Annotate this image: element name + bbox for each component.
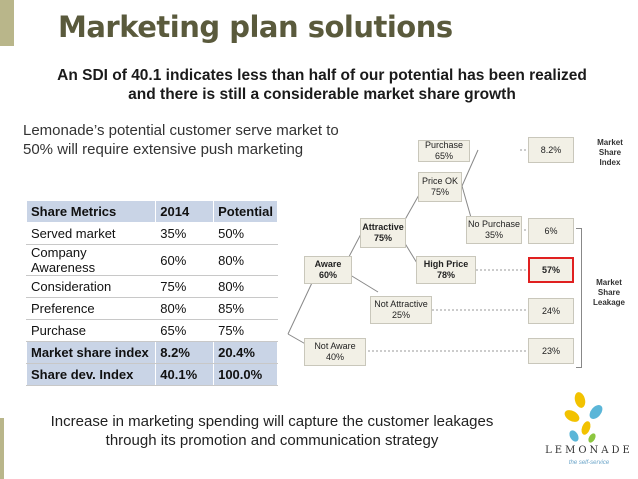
table-row: Served market 35% 50% [25, 222, 278, 245]
node-value: 75% [430, 187, 449, 197]
node-aware: Aware 60% [304, 256, 352, 284]
market-share-leakage-label: Market Share Leakage [592, 278, 626, 307]
table-cell: 8.2% [155, 341, 215, 364]
node-purchase: Purchase 65% [418, 140, 470, 162]
table-cell: 50% [213, 222, 278, 245]
subtitle-line-1: An SDI of 40.1 indicates less than half … [57, 67, 587, 84]
connector-priceok-purchase [461, 149, 479, 187]
table-row-highlight: Share dev. Index 40.1% 100.0% [25, 363, 278, 386]
logo-tagline: the self-service [568, 460, 610, 466]
node-label: Attractive [362, 222, 404, 232]
table-cell: Consideration [25, 275, 157, 298]
table-cell: 40.1% [155, 363, 215, 386]
result-not-attractive: 24% [528, 298, 574, 324]
footer-line-1: Increase in marketing spending will capt… [50, 413, 494, 430]
table-cell: Share dev. Index [25, 363, 157, 386]
node-label: No Purchase [467, 219, 521, 229]
header-cell: Share Metrics [25, 200, 157, 223]
node-not-aware: Not Aware 40% [304, 338, 366, 366]
header-cell: Potential [213, 200, 278, 223]
node-not-attractive: Not Attractive 25% [370, 296, 432, 324]
node-attractive: Attractive 75% [360, 218, 406, 248]
node-value: 25% [391, 310, 410, 320]
table-cell: 80% [213, 244, 278, 276]
table-row: Preference 80% 85% [25, 297, 278, 320]
subtitle: An SDI of 40.1 indicates less than half … [22, 66, 622, 104]
node-high-price: High Price 78% [416, 256, 476, 284]
node-value: 78% [436, 270, 455, 280]
node-value: 60% [318, 270, 337, 280]
node-label: High Price [423, 259, 469, 269]
intro-text: Lemonade’s potential customer serve mark… [23, 122, 339, 158]
accent-bar-top [0, 0, 14, 46]
table-cell: Served market [25, 222, 157, 245]
result-no-purchase: 6% [528, 218, 574, 244]
node-label: Not Attractive [374, 299, 428, 309]
footer-text: Increase in marketing spending will capt… [22, 412, 522, 450]
node-no-purchase: No Purchase 35% [466, 216, 522, 244]
lemonade-logo-icon [564, 392, 603, 443]
leakage-bracket [576, 228, 582, 368]
table-cell: 35% [155, 222, 215, 245]
header-cell: 2014 [155, 200, 215, 223]
result-high-price: 57% [528, 257, 574, 283]
node-value: 40% [325, 352, 344, 362]
table-cell: 75% [155, 275, 215, 298]
node-value: 75% [373, 233, 392, 243]
table-row: Purchase 65% 75% [25, 319, 278, 342]
page-title: Marketing plan solutions [58, 10, 453, 44]
table-cell: 100.0% [213, 363, 278, 386]
node-value: 35% [484, 230, 503, 240]
share-metrics-table: Share Metrics 2014 Potential Served mark… [25, 200, 278, 386]
table-header-row: Share Metrics 2014 Potential [25, 200, 278, 223]
table-cell: 80% [155, 297, 215, 320]
table-row: Company Awareness 60% 80% [25, 244, 278, 276]
result-not-aware: 23% [528, 338, 574, 364]
accent-bar-bottom [0, 418, 4, 479]
table-cell: Purchase [25, 319, 157, 342]
table-cell: Preference [25, 297, 157, 320]
table-cell: 65% [155, 319, 215, 342]
node-label: Purchase [424, 140, 464, 150]
table-row: Consideration 75% 80% [25, 275, 278, 298]
node-label: Price OK [421, 176, 458, 186]
subtitle-line-2: and there is still a considerable market… [128, 86, 516, 103]
node-price-ok: Price OK 75% [418, 172, 462, 202]
result-purchase: 8.2% [528, 137, 574, 163]
logo-wordmark: LEMONADE [545, 445, 633, 456]
node-label: Not Aware [314, 341, 356, 351]
node-value: 65% [434, 151, 453, 161]
footer-line-2: through its promotion and communication … [105, 432, 439, 449]
node-label: Aware [314, 259, 342, 269]
market-share-index-label: Market Share Index [597, 138, 623, 167]
table-cell: Company Awareness [25, 244, 157, 276]
table-cell: 20.4% [213, 341, 278, 364]
